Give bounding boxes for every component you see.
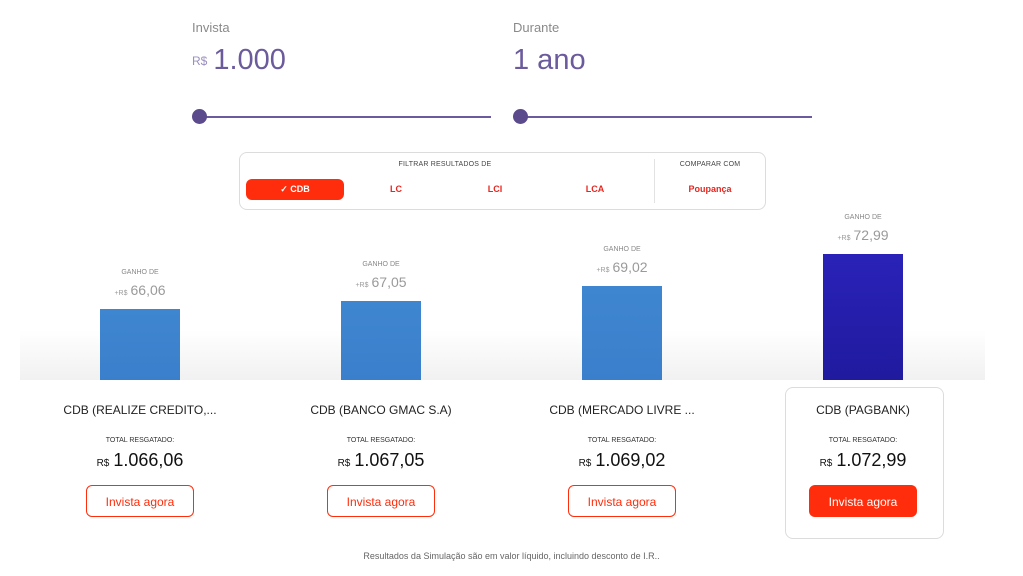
gain-label: GANHO DE bbox=[362, 261, 400, 268]
total-currency: R$ bbox=[578, 458, 592, 469]
gain-value: +R$ 66,06 bbox=[80, 282, 200, 298]
gain-amount: 66,06 bbox=[130, 282, 166, 298]
result-bar bbox=[582, 286, 662, 380]
invest-value: 1.000 bbox=[213, 44, 286, 76]
duration-slider-track[interactable] bbox=[520, 116, 812, 118]
invest-currency: R$ bbox=[192, 54, 208, 69]
compare-option-poupanca[interactable]: Poupança bbox=[688, 184, 732, 194]
filter-option-lci[interactable]: LCI bbox=[487, 184, 503, 194]
invest-now-button[interactable]: Invista agora bbox=[327, 485, 435, 517]
duration-value: 1 ano bbox=[513, 44, 586, 76]
duration-label: Durante bbox=[513, 20, 560, 35]
gain-value: +R$ 67,05 bbox=[321, 274, 441, 290]
total-currency: R$ bbox=[96, 458, 110, 469]
invest-now-button[interactable]: Invista agora bbox=[86, 485, 194, 517]
gain-currency: +R$ bbox=[596, 267, 610, 274]
total-currency: R$ bbox=[819, 458, 833, 469]
total-label: TOTAL RESGATADO: bbox=[587, 437, 657, 444]
product-name: CDB (MERCADO LIVRE ... bbox=[549, 403, 695, 417]
result-bar bbox=[100, 309, 180, 380]
gain-amount: 67,05 bbox=[371, 274, 407, 290]
invest-slider[interactable] bbox=[192, 109, 491, 125]
gain-label: GANHO DE bbox=[121, 269, 159, 276]
invest-now-button[interactable]: Invista agora bbox=[809, 485, 917, 517]
filter-option-lca[interactable]: LCA bbox=[585, 184, 605, 194]
gain-value: +R$ 69,02 bbox=[562, 259, 682, 275]
filter-option-lc[interactable]: LC bbox=[390, 184, 402, 194]
total-label: TOTAL RESGATADO: bbox=[105, 437, 175, 444]
filter-divider bbox=[654, 159, 655, 203]
total-label: TOTAL RESGATADO: bbox=[346, 437, 416, 444]
filter-panel: FILTRAR RESULTADOS DE ✓ CDB LC LCI LCA C… bbox=[239, 152, 766, 210]
total-amount: 1.072,99 bbox=[836, 450, 907, 470]
total-label: TOTAL RESGATADO: bbox=[828, 437, 898, 444]
gain-label: GANHO DE bbox=[844, 214, 882, 221]
total-value: R$ 1.067,05 bbox=[271, 450, 491, 471]
invest-slider-knob[interactable] bbox=[192, 109, 207, 124]
invest-amount: R$ 1.000 bbox=[192, 44, 286, 77]
duration-slider-knob[interactable] bbox=[513, 109, 528, 124]
footnote: Resultados da Simulação são em valor líq… bbox=[363, 551, 660, 561]
compare-title: COMPARAR COM bbox=[679, 161, 741, 168]
total-value: R$ 1.066,06 bbox=[30, 450, 250, 471]
gain-amount: 69,02 bbox=[612, 259, 648, 275]
invest-now-button[interactable]: Invista agora bbox=[568, 485, 676, 517]
gain-amount: 72,99 bbox=[853, 227, 889, 243]
filter-option-cdb[interactable]: ✓ CDB bbox=[246, 179, 344, 200]
result-bar bbox=[823, 254, 903, 380]
total-amount: 1.067,05 bbox=[354, 450, 425, 470]
filter-title: FILTRAR RESULTADOS DE bbox=[398, 161, 492, 168]
gain-label: GANHO DE bbox=[603, 246, 641, 253]
product-name: CDB (REALIZE CREDITO,... bbox=[63, 403, 217, 417]
total-value: R$ 1.069,02 bbox=[512, 450, 732, 471]
invest-label: Invista bbox=[192, 20, 230, 35]
total-currency: R$ bbox=[337, 458, 351, 469]
gain-currency: +R$ bbox=[114, 290, 128, 297]
total-amount: 1.066,06 bbox=[113, 450, 184, 470]
gain-value: +R$ 72,99 bbox=[803, 227, 923, 243]
total-value: R$ 1.072,99 bbox=[753, 450, 973, 471]
gain-currency: +R$ bbox=[355, 282, 369, 289]
gain-currency: +R$ bbox=[837, 235, 851, 242]
result-bar bbox=[341, 301, 421, 380]
total-amount: 1.069,02 bbox=[595, 450, 666, 470]
duration-slider[interactable] bbox=[513, 109, 812, 125]
product-name: CDB (PAGBANK) bbox=[816, 403, 910, 417]
product-name: CDB (BANCO GMAC S.A) bbox=[310, 403, 452, 417]
invest-slider-track[interactable] bbox=[199, 116, 491, 118]
